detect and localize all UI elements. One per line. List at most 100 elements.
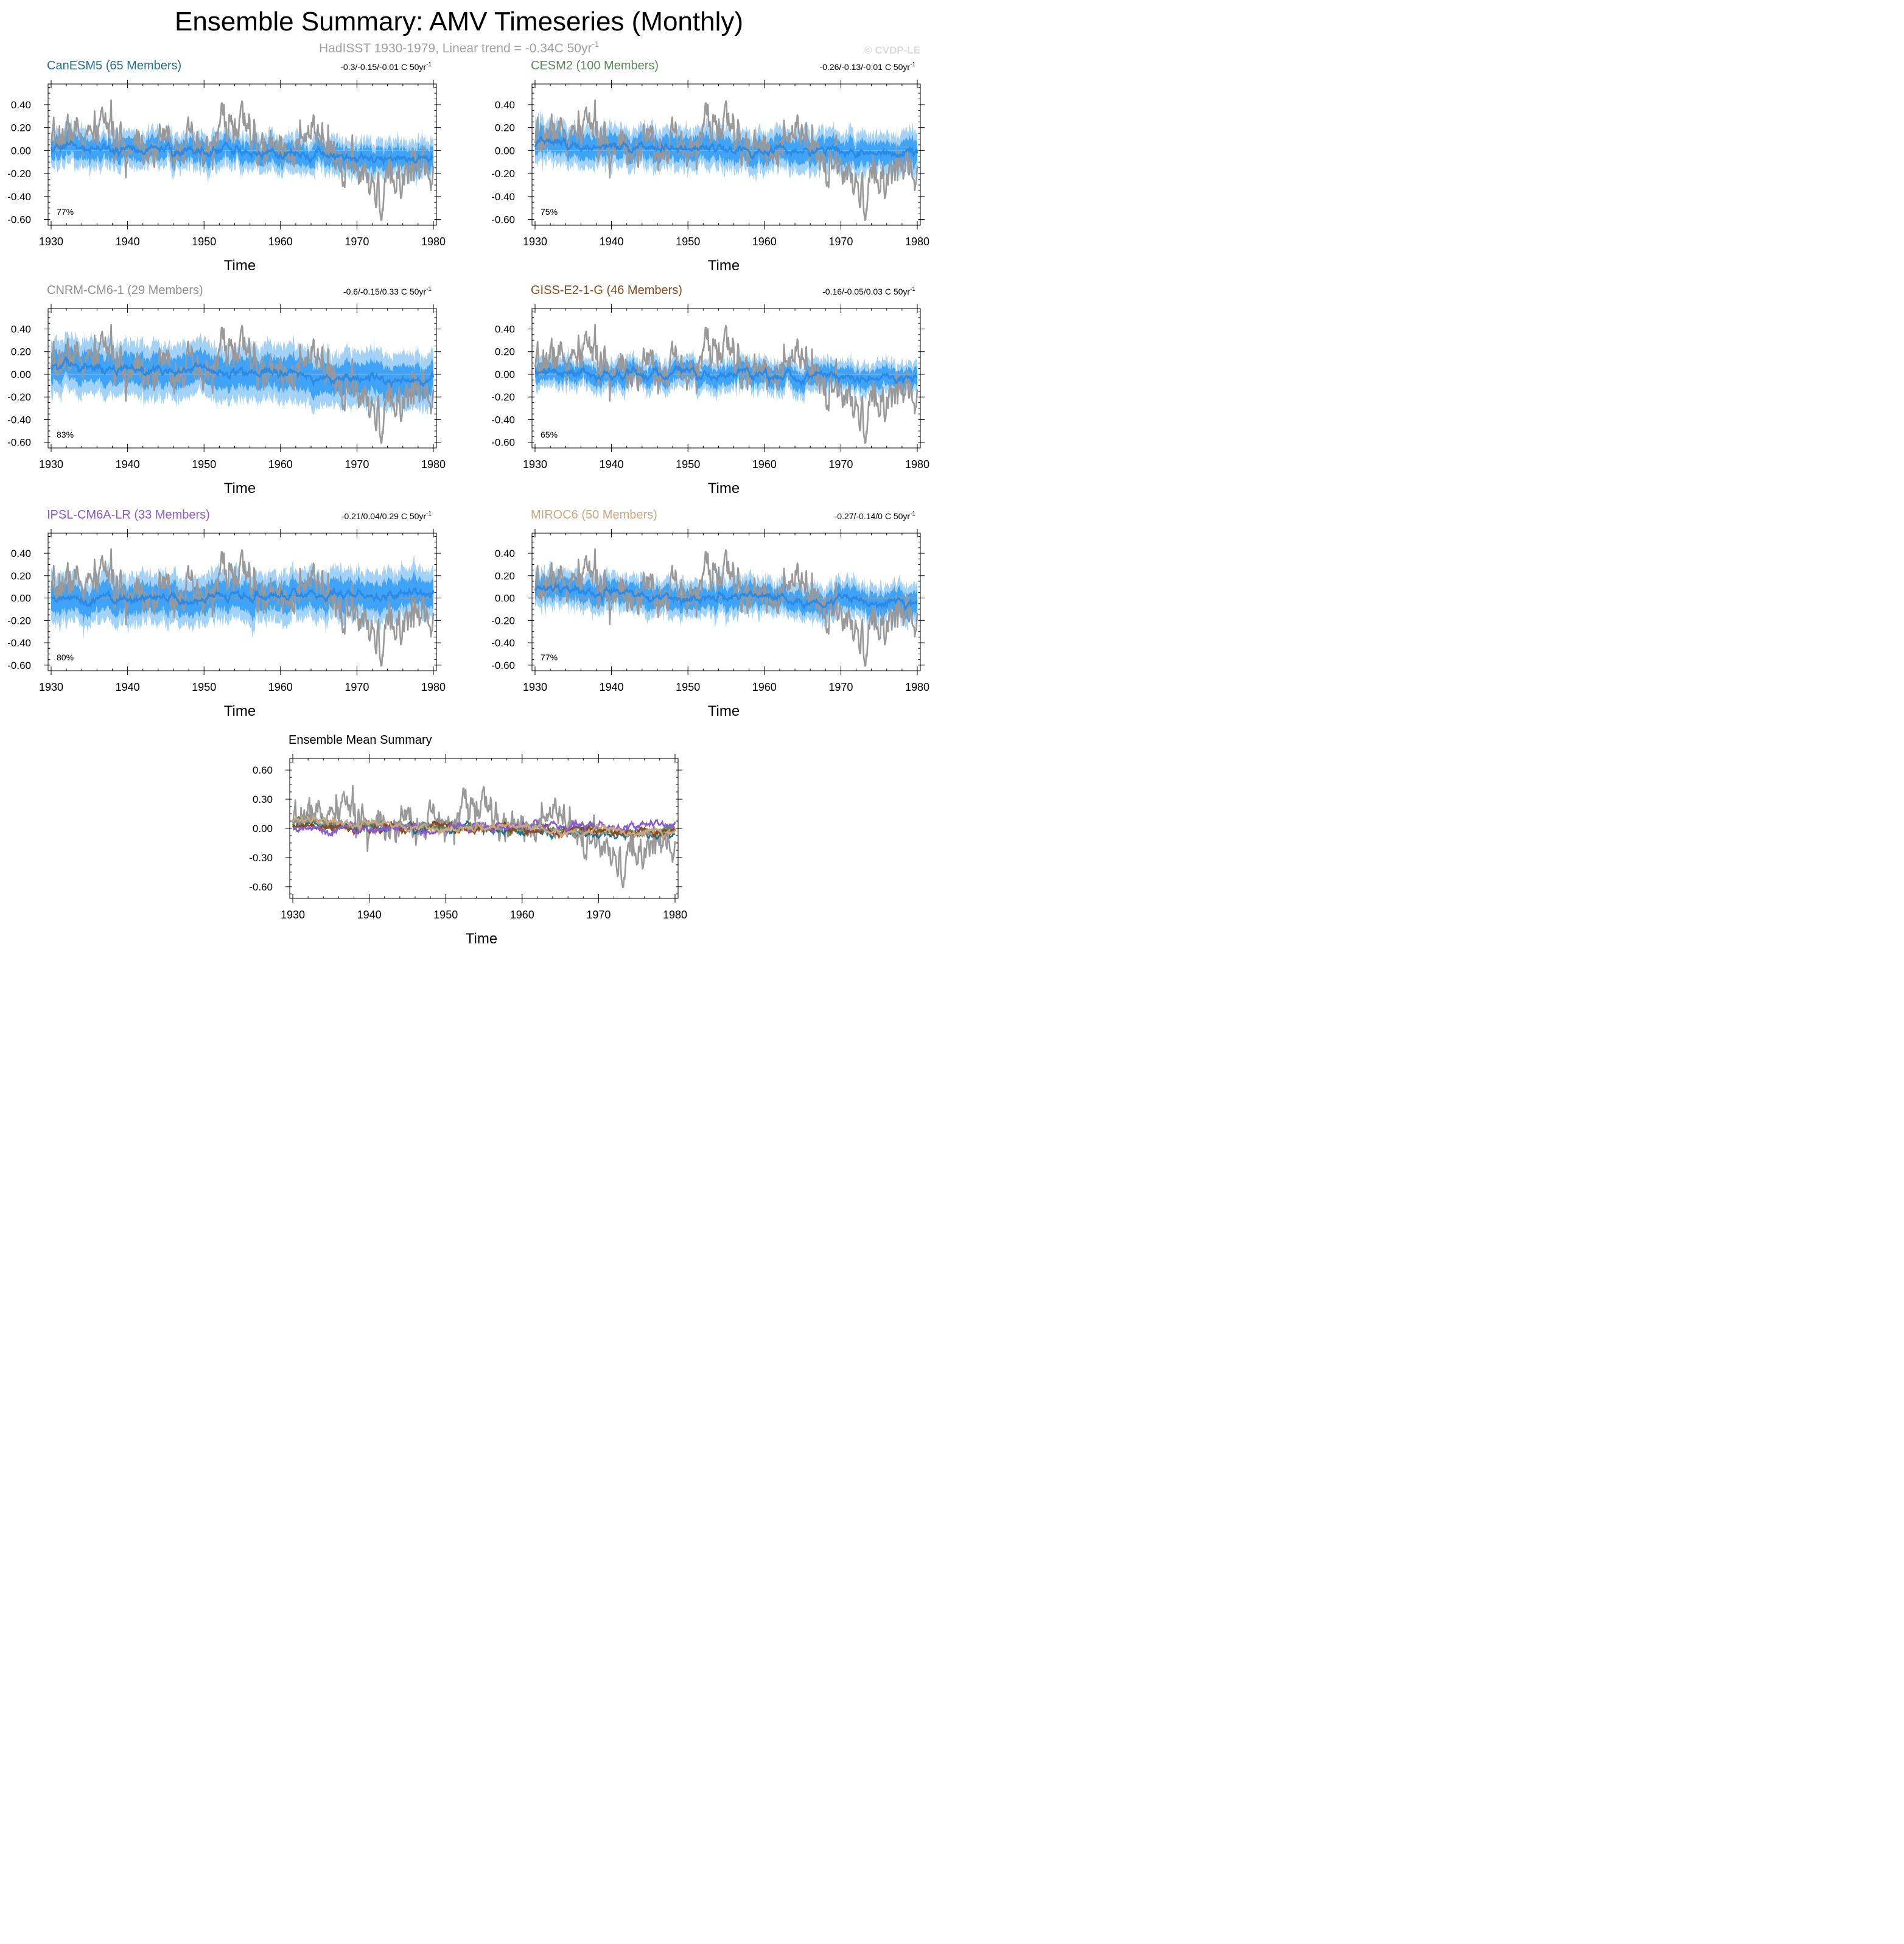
panel-cnrm-cm6-1-ens-mean-line xyxy=(50,355,435,389)
panel-ensemble-mean-summary: 1930 1940 1950 1960 1970 1980 0.60 0.30 0.00 -0.3… xyxy=(249,733,687,947)
panel-giss-e2-1-g-y-tick-label: 0.20 xyxy=(495,346,515,358)
panel-miroc6-x-tick-label: 1950 xyxy=(676,681,700,693)
panel-canesm5-y-tick-label: -0.60 xyxy=(7,214,31,226)
panel-canesm5: 1930 1940 1950 1960 1970 1980 0.40 0.20 0.00 -0.2… xyxy=(7,59,446,274)
panel-canesm5-ens-mean-line xyxy=(50,139,434,166)
panel-cesm2-y-tick-label: -0.40 xyxy=(491,191,515,203)
panel-ipsl-cm6a-lr-x-tick-label: 1970 xyxy=(345,681,369,693)
panel-ipsl-cm6a-lr-plot-frame xyxy=(47,533,437,671)
panel-ensemble-mean-summary-y-tick-label: 0.30 xyxy=(253,794,273,805)
panel-giss-e2-1-g-trend-sup: -1 xyxy=(910,286,915,293)
panel-cesm2-title: CESM2 (100 Members) xyxy=(531,59,659,72)
panel-cesm2-plot-frame xyxy=(531,83,921,226)
panel-miroc6-obs-line xyxy=(534,548,919,667)
panel-ipsl-cm6a-lr-ens-mean-line xyxy=(51,587,435,609)
figure-title: Ensemble Summary: AMV Timeseries (Monthl… xyxy=(175,7,743,37)
panel-giss-e2-1-g-plot-frame xyxy=(531,308,921,449)
panel-miroc6-x-tick-label: 1970 xyxy=(828,681,853,693)
panel-miroc6-plot-frame xyxy=(531,533,921,671)
panel-canesm5-x-tick-label: 1970 xyxy=(345,236,369,248)
panel-miroc6-trend-label: -0.27/-0.14/0 C 50yr-1 xyxy=(835,511,916,521)
panel-miroc6-title: MIROC6 (50 Members) xyxy=(531,508,657,522)
panel-canesm5-x-tick-label: 1930 xyxy=(39,236,63,248)
panel-cnrm-cm6-1-y-tick-label: -0.60 xyxy=(7,437,31,449)
panel-canesm5-trend-text: -0.3/-0.15/-0.01 C 50yr xyxy=(340,62,426,72)
panel-ipsl-cm6a-lr: 1930 1940 1950 1960 1970 1980 0.40 0.20 0.00 -0.2… xyxy=(7,508,446,719)
panel-miroc6-y-tick-label: 0.40 xyxy=(495,548,515,559)
panel-cnrm-cm6-1-x-tick-label: 1960 xyxy=(268,458,293,470)
panel-cesm2-y-tick-label: -0.60 xyxy=(491,214,515,226)
panel-ipsl-cm6a-lr-x-tick-label: 1930 xyxy=(39,681,63,693)
panel-giss-e2-1-g-x-tick-label: 1940 xyxy=(600,458,624,470)
panel-miroc6-y-tick-label: -0.20 xyxy=(491,615,515,626)
panel-cesm2-x-tick-label: 1970 xyxy=(828,236,853,248)
panel-cesm2-y-tick-label: 0.20 xyxy=(495,122,515,134)
panel-ensemble-mean-summary-y-tick-label: 0.00 xyxy=(253,823,273,834)
panel-miroc6-trend-sup: -1 xyxy=(910,511,915,517)
panel-cnrm-cm6-1-title: CNRM-CM6-1 (29 Members) xyxy=(47,284,203,297)
figure-subtitle: HadISST 1930-1979, Linear trend = -0.34C… xyxy=(319,40,599,55)
panel-miroc6-x-axis-label: Time xyxy=(708,703,740,719)
panel-ensemble-mean-summary-x-tick-label: 1940 xyxy=(357,909,382,921)
panel-cnrm-cm6-1-y-tick-label: 0.20 xyxy=(11,346,31,358)
panel-ensemble-mean-summary-x-tick-label: 1980 xyxy=(663,909,687,921)
panel-cesm2-obs-line xyxy=(534,99,919,222)
panel-ipsl-cm6a-lr-trend-sup: -1 xyxy=(426,511,432,517)
panel-ensemble-mean-summary-x-tick-label: 1970 xyxy=(586,909,611,921)
panel-giss-e2-1-g-y-tick-label: 0.40 xyxy=(495,324,515,335)
panel-ensemble-mean-summary-x-tick-label: 1960 xyxy=(510,909,534,921)
panel-ipsl-cm6a-lr-trend-label: -0.21/0.04/0.29 C 50yr-1 xyxy=(341,511,432,521)
panel-cnrm-cm6-1-y-tick-label: -0.40 xyxy=(7,414,31,425)
panel-cesm2-trend-sup: -1 xyxy=(910,61,915,68)
panel-ipsl-cm6a-lr-y-tick-label: -0.20 xyxy=(7,615,31,626)
panel-giss-e2-1-g-x-tick-label: 1930 xyxy=(523,458,547,470)
panel-canesm5-y-tick-label: -0.20 xyxy=(7,168,31,180)
panel-cesm2-y-tick-label: 0.40 xyxy=(495,99,515,111)
panel-giss-e2-1-g-x-tick-label: 1980 xyxy=(905,458,929,470)
panel-giss-e2-1-g-trend-label: -0.16/-0.05/0.03 C 50yr-1 xyxy=(822,286,915,296)
panel-cnrm-cm6-1-trend-sup: -1 xyxy=(426,286,432,293)
panel-miroc6-x-tick-label: 1980 xyxy=(905,681,929,693)
panel-cesm2-trend-label: -0.26/-0.13/-0.01 C 50yr-1 xyxy=(819,61,915,72)
panel-ensemble-mean-summary-series-hadisst xyxy=(292,785,676,889)
panel-cesm2-trend-text: -0.26/-0.13/-0.01 C 50yr xyxy=(819,62,910,72)
panel-ipsl-cm6a-lr-y-tick-label: 0.00 xyxy=(11,593,31,604)
panel-cnrm-cm6-1: 1930 1940 1950 1960 1970 1980 0.40 0.20 0.00 -0.2… xyxy=(7,284,446,497)
panel-giss-e2-1-g-trend-text: -0.16/-0.05/0.03 C 50yr xyxy=(822,287,910,296)
panel-giss-e2-1-g-y-tick-label: -0.40 xyxy=(491,414,515,425)
panel-canesm5-x-tick-label: 1940 xyxy=(116,236,140,248)
panel-miroc6-y-tick-label: 0.00 xyxy=(495,593,515,604)
panel-cesm2-x-tick-label: 1930 xyxy=(523,236,547,248)
panel-miroc6-trend-text: -0.27/-0.14/0 C 50yr xyxy=(835,511,911,521)
panel-cnrm-cm6-1-trend-text: -0.6/-0.15/0.33 C 50yr xyxy=(343,287,427,296)
panel-giss-e2-1-g-obs-line xyxy=(534,324,919,444)
panel-canesm5-trend-label: -0.3/-0.15/-0.01 C 50yr-1 xyxy=(340,61,432,72)
panel-miroc6-x-tick-label: 1960 xyxy=(752,681,777,693)
panel-canesm5-x-tick-label: 1950 xyxy=(192,236,216,248)
panel-giss-e2-1-g-ens-mean-line xyxy=(534,364,918,388)
panel-ensemble-mean-summary-title: Ensemble Mean Summary xyxy=(289,733,432,747)
panel-ipsl-cm6a-lr-y-tick-label: 0.20 xyxy=(11,570,31,582)
panel-cnrm-cm6-1-y-tick-label: 0.00 xyxy=(11,369,31,380)
panel-giss-e2-1-g: 1930 1940 1950 1960 1970 1980 0.40 0.20 0.00 -0.2… xyxy=(491,284,929,497)
panel-canesm5-x-tick-label: 1960 xyxy=(268,236,293,248)
panel-cnrm-cm6-1-x-tick-label: 1940 xyxy=(116,458,140,470)
panel-cesm2-x-tick-label: 1980 xyxy=(905,236,929,248)
panel-canesm5-y-tick-label: 0.40 xyxy=(11,99,31,111)
panel-ensemble-mean-summary-x-tick-label: 1930 xyxy=(281,909,305,921)
panel-cesm2: 1930 1940 1950 1960 1970 1980 0.40 0.20 0.00 -0.2… xyxy=(491,59,929,274)
panel-cnrm-cm6-1-plot-frame xyxy=(47,308,437,449)
panel-cnrm-cm6-1-percent-label: 83% xyxy=(57,430,74,439)
panel-giss-e2-1-g-x-tick-label: 1960 xyxy=(752,458,777,470)
panel-ipsl-cm6a-lr-y-tick-label: 0.40 xyxy=(11,548,31,559)
panel-ensemble-mean-summary-series-miroc6 xyxy=(292,813,676,840)
panel-cnrm-cm6-1-x-axis-label: Time xyxy=(224,480,256,497)
panel-giss-e2-1-g-percent-label: 65% xyxy=(541,430,558,439)
panel-giss-e2-1-g-title: GISS-E2-1-G (46 Members) xyxy=(531,284,682,297)
panel-miroc6-ens-mean-line xyxy=(534,581,918,612)
panel-miroc6-x-tick-label: 1940 xyxy=(600,681,624,693)
panel-ipsl-cm6a-lr-y-tick-label: -0.60 xyxy=(7,660,31,671)
panel-cnrm-cm6-1-y-tick-label: -0.20 xyxy=(7,391,31,403)
panel-ipsl-cm6a-lr-obs-line xyxy=(50,548,435,667)
panel-miroc6-y-tick-label: 0.20 xyxy=(495,570,515,582)
